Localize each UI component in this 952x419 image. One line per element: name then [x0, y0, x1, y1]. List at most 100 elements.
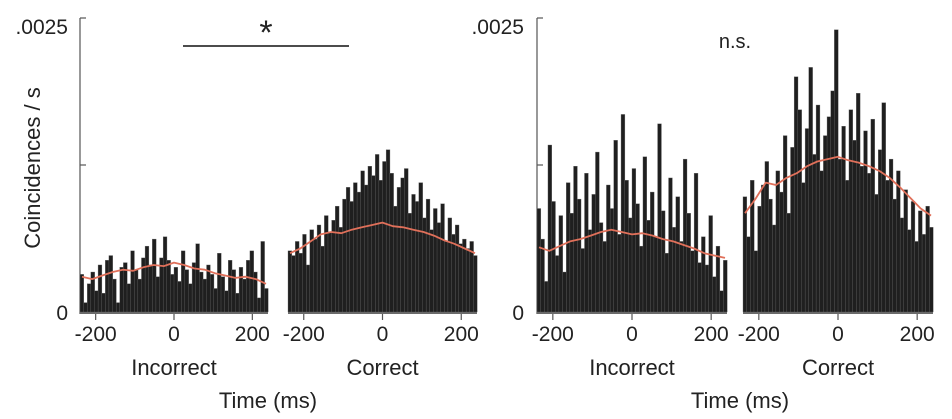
histogram-bar [389, 173, 394, 313]
histogram-bar [144, 245, 150, 313]
x-tick-label: 200 [900, 323, 935, 346]
histogram-bar [580, 248, 585, 313]
histogram-bar [455, 224, 460, 313]
histogram-bar [753, 250, 758, 313]
histogram-bar [701, 236, 706, 313]
histogram-bar [664, 253, 669, 313]
histogram-bar [892, 198, 897, 313]
histogram-bar [675, 196, 680, 313]
histogram-bar [199, 271, 204, 313]
histogram-bar [661, 210, 666, 313]
y-tick-label-zero: 0 [512, 302, 524, 325]
histogram-bar [870, 118, 875, 313]
histogram-bar [929, 227, 934, 313]
histogram-bar [115, 302, 121, 313]
histogram-bar [316, 224, 322, 313]
histogram-bar [697, 262, 702, 313]
histogram-bar [723, 260, 728, 313]
histogram-bar [202, 278, 207, 313]
histogram-bar [540, 238, 545, 313]
x-axis-label-right: Time (ms) [691, 388, 789, 413]
histogram-bar [801, 182, 806, 313]
histogram-bar [353, 182, 358, 313]
histogram-bar [617, 234, 622, 313]
histogram-bar [690, 250, 695, 313]
x-tick-label: -200 [283, 323, 325, 346]
histogram-bar [584, 173, 589, 313]
histogram-bar [447, 217, 452, 313]
histogram-bar [112, 278, 117, 313]
histogram-bar [830, 90, 835, 313]
histogram-bar [856, 93, 861, 313]
histogram-bar [360, 170, 365, 313]
histogram-bar [863, 130, 868, 313]
histogram-bar [108, 255, 113, 313]
histogram-bar [790, 147, 795, 313]
histogram-bar [224, 290, 229, 313]
smoothed-line [744, 155, 932, 217]
histogram-bar [473, 255, 478, 313]
histogram-bar [708, 215, 713, 313]
histogram-bar [213, 288, 218, 313]
histogram-bar [719, 290, 724, 313]
histogram-bar [260, 241, 265, 313]
histogram-bar [797, 109, 802, 313]
subplot-incorrect: -200 0 200 Incorrect [75, 236, 270, 380]
histogram-bar [338, 227, 343, 313]
histogram-bar [83, 302, 88, 313]
histogram-bar [650, 191, 655, 313]
histogram-bar [907, 229, 912, 313]
histogram-bar [682, 158, 688, 313]
histogram-bar [400, 177, 405, 313]
y-tick-label-top: .0025 [15, 16, 68, 39]
y-axis-label: Coincidences / s [20, 87, 45, 248]
histogram-bar [591, 194, 596, 313]
histogram-bar [793, 76, 799, 313]
histogram-bar [852, 140, 857, 313]
histogram-bar [345, 187, 351, 313]
histogram-bar [686, 213, 691, 313]
histogram-bar [228, 260, 233, 313]
histogram-bar [320, 245, 325, 313]
histogram-bar [772, 224, 777, 313]
histogram-bar [429, 229, 434, 313]
histogram-bar [415, 201, 420, 313]
histogram-bar [238, 267, 244, 313]
histogram-bar [119, 267, 124, 313]
histogram-bar [396, 187, 402, 313]
histogram-bar [342, 198, 347, 313]
histogram-bar [786, 213, 791, 313]
condition-label: Incorrect [131, 355, 217, 380]
histogram-bar [335, 205, 340, 313]
subplot-correct: -200 0 200 Correct [738, 29, 935, 380]
histogram-bar [569, 213, 574, 313]
x-tick-label: 200 [694, 323, 729, 346]
histogram-bar [624, 180, 629, 313]
subplot-correct: -200 0 200 Correct [283, 149, 479, 380]
histogram-bar [635, 203, 640, 313]
histogram-bar [602, 241, 607, 313]
histogram-bar [79, 274, 84, 313]
histogram-bar [598, 222, 604, 313]
histogram-bar [256, 297, 262, 313]
histogram-bar [815, 104, 821, 313]
histogram-bar [349, 201, 354, 313]
histogram-bar [235, 293, 240, 313]
histogram-bar [327, 231, 332, 313]
histogram-bar [885, 180, 890, 313]
histogram-bar [837, 158, 843, 313]
histogram-bar [217, 253, 222, 313]
histogram-bar [536, 208, 542, 313]
histogram-bar [845, 180, 850, 313]
x-axis-label-left: Time (ms) [219, 388, 317, 413]
histogram-bar [191, 262, 197, 313]
x-tick-label: 0 [626, 323, 638, 346]
x-tick-label: 0 [377, 323, 389, 346]
histogram-bar [313, 238, 318, 313]
histogram-bar [613, 140, 618, 313]
histogram-bar [746, 236, 751, 313]
histogram-bar [97, 264, 103, 313]
histogram-bar [331, 220, 336, 313]
histogram-bar [418, 182, 423, 313]
histogram-bar [231, 269, 236, 313]
